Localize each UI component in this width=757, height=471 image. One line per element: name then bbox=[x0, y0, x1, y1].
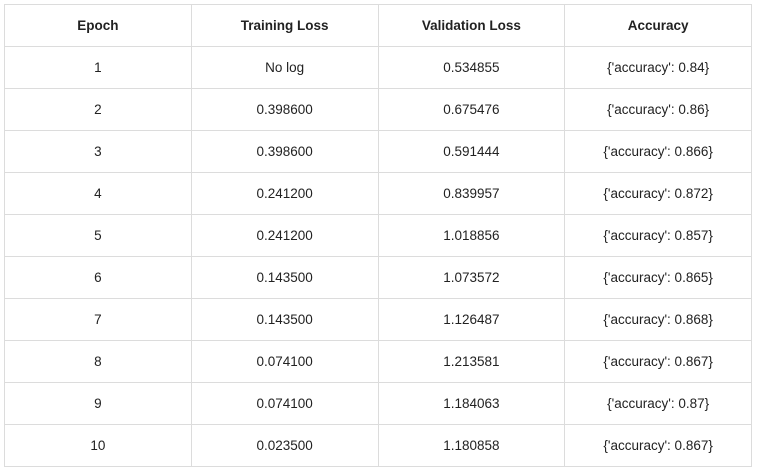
table-cell: 0.074100 bbox=[190, 340, 379, 383]
table-cell: 7 bbox=[4, 298, 192, 341]
table-cell: {'accuracy': 0.87} bbox=[564, 382, 752, 425]
table-cell: 1.213581 bbox=[377, 340, 566, 383]
table-row: 4 0.241200 0.839957 {'accuracy': 0.872} bbox=[4, 172, 752, 215]
table-cell: 1 bbox=[4, 46, 192, 89]
table-cell: 4 bbox=[4, 172, 192, 215]
header-cell: Epoch bbox=[4, 4, 192, 47]
table-cell: 9 bbox=[4, 382, 192, 425]
header-cell: Training Loss bbox=[190, 4, 379, 47]
table-cell: 1.180858 bbox=[377, 424, 566, 467]
table-cell: 0.143500 bbox=[190, 298, 379, 341]
table-cell: 0.591444 bbox=[377, 130, 566, 173]
table-cell: 5 bbox=[4, 214, 192, 257]
table-cell: {'accuracy': 0.868} bbox=[564, 298, 752, 341]
table-row: 5 0.241200 1.018856 {'accuracy': 0.857} bbox=[4, 214, 752, 257]
table-cell: 0.675476 bbox=[377, 88, 566, 131]
table-cell: 3 bbox=[4, 130, 192, 173]
table-cell: {'accuracy': 0.867} bbox=[564, 424, 752, 467]
table-cell: 8 bbox=[4, 340, 192, 383]
table-cell: 0.241200 bbox=[190, 214, 379, 257]
table-cell: {'accuracy': 0.84} bbox=[564, 46, 752, 89]
header-row: Epoch Training Loss Validation Loss Accurac… bbox=[4, 4, 752, 47]
table-row: 3 0.398600 0.591444 {'accuracy': 0.866} bbox=[4, 130, 752, 173]
table-row: 8 0.074100 1.213581 {'accuracy': 0.867} bbox=[4, 340, 752, 383]
table-header: Epoch Training Loss Validation Loss Accurac… bbox=[4, 4, 752, 47]
table-body: 1 No log 0.534855 {'accuracy': 0.84} 2 0.3986… bbox=[4, 46, 752, 467]
header-cell: Accuracy bbox=[564, 4, 752, 47]
table-cell: 0.839957 bbox=[377, 172, 566, 215]
table-cell: 0.143500 bbox=[190, 256, 379, 299]
table-cell: 0.074100 bbox=[190, 382, 379, 425]
table-cell: {'accuracy': 0.867} bbox=[564, 340, 752, 383]
table-row: 2 0.398600 0.675476 {'accuracy': 0.86} bbox=[4, 88, 752, 131]
table-cell: 0.023500 bbox=[190, 424, 379, 467]
results-table: Epoch Training Loss Validation Loss Accurac… bbox=[4, 4, 752, 467]
table-cell: 0.398600 bbox=[190, 88, 379, 131]
table-row: 6 0.143500 1.073572 {'accuracy': 0.865} bbox=[4, 256, 752, 299]
table-row: 1 No log 0.534855 {'accuracy': 0.84} bbox=[4, 46, 752, 89]
table-cell: 0.534855 bbox=[377, 46, 566, 89]
table-cell: 1.073572 bbox=[377, 256, 566, 299]
table-cell: {'accuracy': 0.865} bbox=[564, 256, 752, 299]
table-cell: 10 bbox=[4, 424, 192, 467]
table-cell: 6 bbox=[4, 256, 192, 299]
table-cell: 1.018856 bbox=[377, 214, 566, 257]
header-cell: Validation Loss bbox=[377, 4, 566, 47]
table-row: 10 0.023500 1.180858 {'accuracy': 0.867} bbox=[4, 424, 752, 467]
table-cell: 2 bbox=[4, 88, 192, 131]
table-cell: 1.184063 bbox=[377, 382, 566, 425]
table-cell: 0.398600 bbox=[190, 130, 379, 173]
table-cell: {'accuracy': 0.86} bbox=[564, 88, 752, 131]
table-row: 7 0.143500 1.126487 {'accuracy': 0.868} bbox=[4, 298, 752, 341]
table-cell: 0.241200 bbox=[190, 172, 379, 215]
table-cell: 1.126487 bbox=[377, 298, 566, 341]
table-cell: {'accuracy': 0.866} bbox=[564, 130, 752, 173]
table-row: 9 0.074100 1.184063 {'accuracy': 0.87} bbox=[4, 382, 752, 425]
table-cell: No log bbox=[190, 46, 379, 89]
table-cell: {'accuracy': 0.857} bbox=[564, 214, 752, 257]
table-cell: {'accuracy': 0.872} bbox=[564, 172, 752, 215]
